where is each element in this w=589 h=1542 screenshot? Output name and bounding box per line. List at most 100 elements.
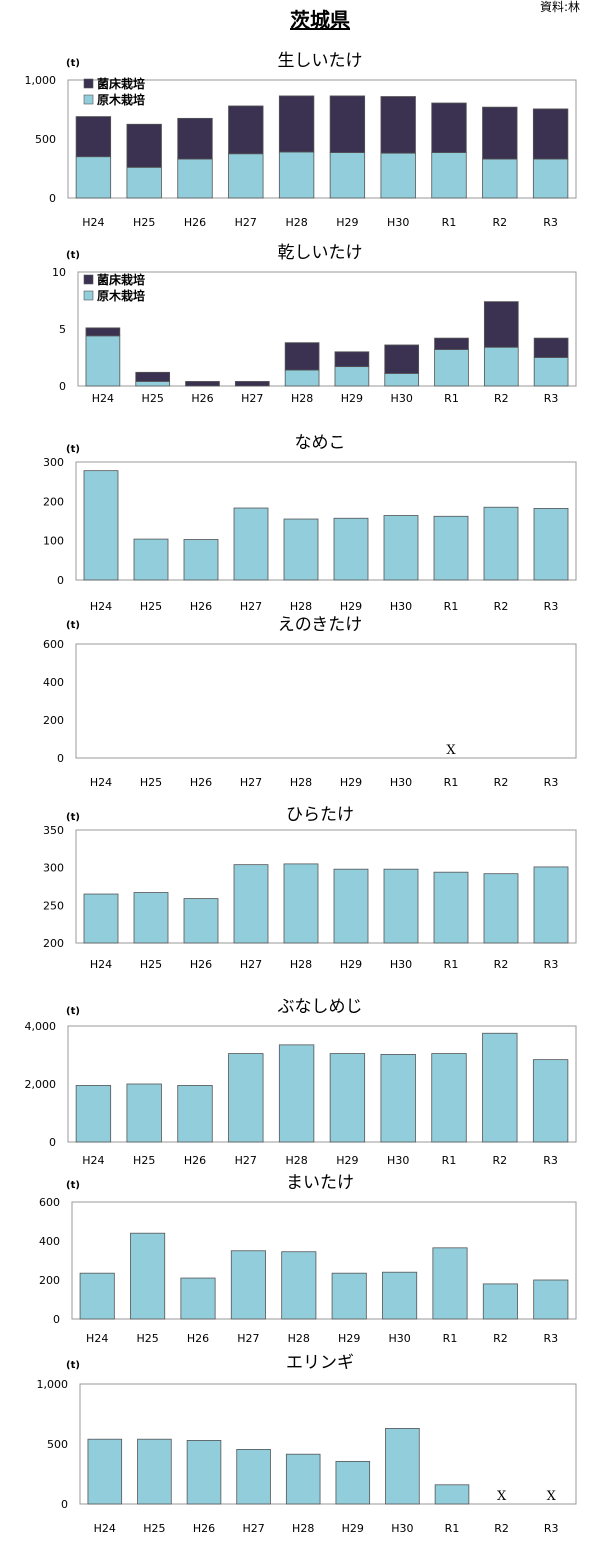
- bar: [133, 892, 169, 944]
- bar-genboku: [75, 156, 112, 199]
- x-tick-label: R2: [494, 1522, 509, 1535]
- bar: [482, 1283, 518, 1320]
- legend-label: 原木栽培: [97, 92, 145, 107]
- bar: [283, 518, 319, 581]
- plot-frame: [77, 271, 577, 387]
- bar: [130, 1232, 166, 1320]
- bar: [228, 1053, 264, 1143]
- bar: [183, 898, 219, 944]
- bar: [278, 1044, 315, 1143]
- chart-title: 乾しいたけ: [278, 243, 363, 263]
- chart-title: エリンギ: [286, 1353, 354, 1373]
- x-tick-label: H24: [90, 600, 112, 613]
- x-tick-label: H27: [235, 1154, 257, 1167]
- bar-kinsho: [380, 96, 416, 154]
- legend-swatch: [83, 94, 94, 105]
- bar: [383, 515, 419, 581]
- bar: [137, 1438, 172, 1505]
- bar-kinsho: [126, 123, 162, 168]
- y-tick-label: 200: [43, 937, 64, 950]
- x-tick-label: H30: [391, 392, 413, 405]
- x-tick-label: H26: [193, 1522, 215, 1535]
- y-tick-label: 4,000: [25, 1020, 57, 1033]
- y-tick-label: 250: [43, 899, 64, 912]
- x-tick-label: R1: [443, 1332, 458, 1345]
- legend-label: 原木栽培: [97, 288, 145, 303]
- legend-swatch: [83, 290, 94, 301]
- x-tick-label: H28: [288, 1332, 310, 1345]
- x-tick-label: H30: [391, 1522, 413, 1535]
- chart-bunashimeji: ぶなしめじ (t) 0 2,000 4,000 H24 H25 H26 H27 H28 H29 H30…: [25, 997, 577, 1167]
- bar-genboku: [483, 346, 519, 387]
- bar-kinsho: [185, 381, 220, 387]
- suppressed-mark: X: [446, 743, 456, 758]
- x-tick-label: H29: [340, 600, 362, 613]
- bar-kinsho: [75, 116, 112, 158]
- x-tick-label: H28: [290, 600, 312, 613]
- chart-title: まいたけ: [286, 1173, 354, 1193]
- bar-kinsho: [533, 337, 569, 358]
- x-tick-label: R2: [494, 958, 509, 971]
- bar-genboku: [135, 381, 171, 387]
- bar-genboku: [384, 373, 420, 387]
- plot-frame: [75, 643, 577, 759]
- bar-genboku: [329, 152, 366, 199]
- y-tick-label: 200: [43, 714, 64, 727]
- x-tick-label: H28: [290, 776, 312, 789]
- bar: [483, 506, 519, 581]
- x-tick-label: H30: [388, 1332, 410, 1345]
- x-tick-label: H28: [285, 1154, 307, 1167]
- chart-hiratake: ひらたけ (t) 200 250 300 350 H24 H25 H26 H27 H28 H29 H30…: [43, 805, 577, 971]
- bar-kinsho: [278, 95, 315, 153]
- unit-label: (t): [66, 1180, 80, 1191]
- x-tick-label: H29: [336, 216, 358, 229]
- x-tick-label: H28: [291, 392, 313, 405]
- bar: [333, 868, 369, 944]
- x-tick-label: H29: [342, 1522, 364, 1535]
- page-title: 茨城県: [290, 8, 350, 32]
- bar: [230, 1250, 266, 1320]
- bar-genboku: [482, 158, 518, 199]
- x-tick-label: H29: [341, 392, 363, 405]
- unit-label: (t): [66, 812, 80, 823]
- bar-genboku: [177, 158, 213, 199]
- x-tick-label: H27: [235, 216, 257, 229]
- bar: [233, 864, 269, 944]
- bar: [83, 470, 119, 581]
- y-tick-label: 0: [61, 1498, 68, 1511]
- legend-swatch: [83, 78, 94, 89]
- unit-label: (t): [66, 1006, 80, 1017]
- y-tick-label: 300: [43, 456, 64, 469]
- bar-kinsho: [135, 371, 171, 382]
- legend-swatch: [83, 274, 94, 285]
- x-tick-label: H26: [187, 1332, 209, 1345]
- chart-maitake: まいたけ (t) 0 200 400 600 H24 H25 H26 H27 H28 H29 H30 R1…: [39, 1173, 577, 1345]
- bar: [186, 1440, 222, 1505]
- x-tick-label: R1: [444, 392, 459, 405]
- x-tick-label: H26: [190, 600, 212, 613]
- bar: [183, 539, 219, 581]
- plot-frame: [71, 1201, 577, 1320]
- x-tick-label: H25: [140, 958, 162, 971]
- unit-label: (t): [66, 58, 80, 69]
- bar-kinsho: [384, 344, 420, 374]
- bar: [283, 863, 319, 944]
- bar: [236, 1449, 271, 1505]
- bar: [482, 1032, 518, 1143]
- x-tick-label: H26: [190, 776, 212, 789]
- x-tick-label: R3: [543, 1154, 558, 1167]
- y-tick-label: 1,000: [37, 1378, 69, 1391]
- bar-kinsho: [284, 342, 320, 371]
- chart-title: えのきたけ: [278, 615, 363, 635]
- x-tick-label: R2: [492, 216, 507, 229]
- chart-title: ぶなしめじ: [278, 997, 363, 1017]
- bar: [432, 1247, 468, 1320]
- y-tick-label: 100: [43, 535, 64, 548]
- suppressed-mark: X: [497, 1489, 507, 1504]
- x-tick-label: H29: [338, 1332, 360, 1345]
- x-tick-label: H27: [240, 958, 262, 971]
- y-tick-label: 2,000: [25, 1078, 57, 1091]
- x-tick-label: H24: [90, 776, 112, 789]
- y-tick-label: 400: [39, 1235, 60, 1248]
- bar: [331, 1272, 367, 1320]
